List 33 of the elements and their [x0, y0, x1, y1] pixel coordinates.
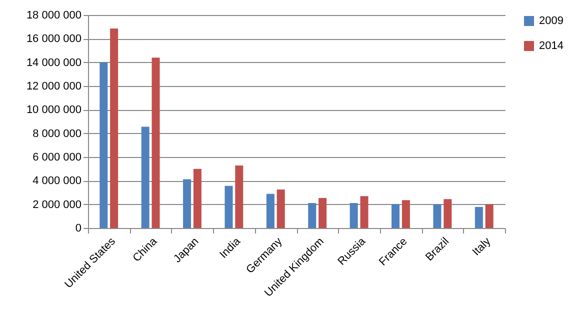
bar — [152, 58, 160, 228]
y-tick-label: 8 000 000 — [32, 128, 82, 140]
y-tick-label: 12 000 000 — [26, 80, 82, 92]
bar — [444, 199, 452, 228]
y-tick-label: 14 000 000 — [26, 56, 82, 69]
bar — [308, 203, 316, 228]
bar — [224, 186, 233, 228]
bar — [433, 204, 442, 228]
bar — [235, 166, 244, 228]
y-tick-label: 2 000 000 — [32, 198, 82, 211]
bar — [474, 206, 483, 228]
legend-label: 2014 — [539, 40, 564, 52]
bar — [318, 198, 327, 228]
bar — [183, 179, 192, 228]
x-tick-label: Italy — [470, 235, 494, 258]
bar — [402, 200, 410, 228]
bar — [110, 28, 118, 228]
bar — [266, 194, 274, 228]
bar — [350, 203, 358, 228]
bar — [193, 168, 202, 228]
legend-label: 2009 — [539, 15, 564, 27]
y-tick-label: 16 000 000 — [26, 33, 82, 46]
bar — [141, 126, 150, 228]
bar — [100, 62, 108, 228]
y-tick-label: 0 — [75, 222, 82, 234]
y-tick-label: 18 000 000 — [26, 10, 82, 22]
y-tick-label: 6 000 000 — [32, 152, 82, 164]
bar — [276, 190, 285, 228]
bar — [485, 204, 494, 228]
bar — [392, 204, 400, 228]
y-tick-label: 10 000 000 — [26, 104, 82, 116]
bar — [360, 196, 368, 228]
y-tick-label: 4 000 000 — [32, 175, 82, 188]
